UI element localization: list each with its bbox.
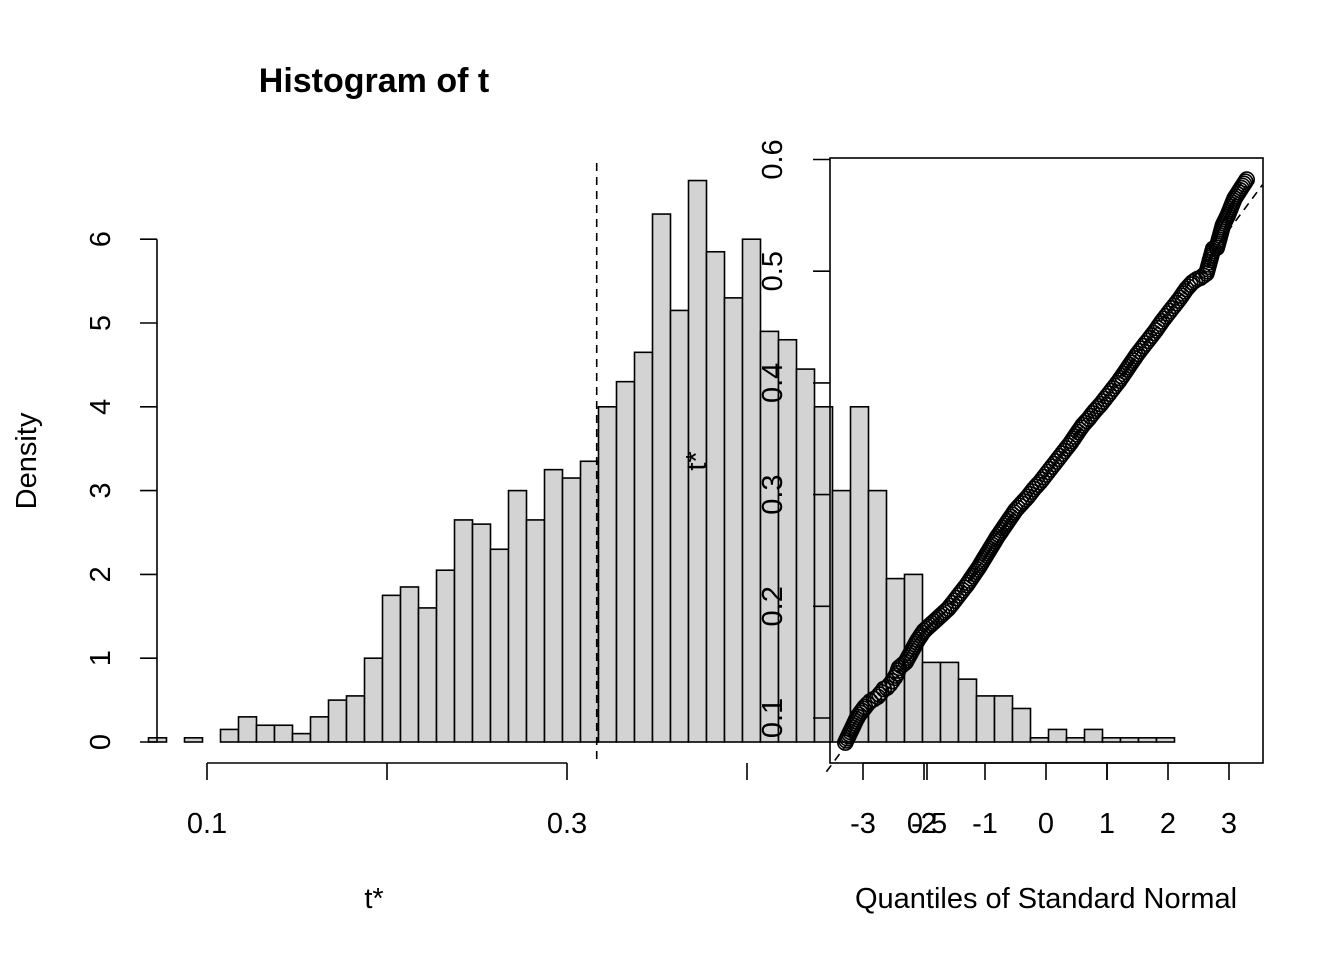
- histogram-bar: [309, 716, 330, 743]
- qq-y-tick-label: 0.4: [757, 363, 789, 403]
- histogram-bar: [327, 699, 348, 743]
- histogram-bar: [957, 678, 978, 743]
- histogram-bar: [705, 250, 726, 743]
- histogram-bar: [561, 477, 582, 743]
- histogram-bar: [1029, 737, 1050, 743]
- histogram-bar: [993, 695, 1014, 743]
- qq-x-tick-label: 2: [1160, 808, 1176, 840]
- histogram-bar: [1119, 737, 1140, 743]
- qq-y-axis-label: t*: [681, 451, 713, 470]
- histogram-y-tick-label: 4: [85, 399, 117, 415]
- histogram-bar: [615, 380, 636, 743]
- histogram-bar: [237, 716, 258, 743]
- qq-y-tick-label: 0.6: [757, 139, 789, 179]
- histogram-bar: [975, 695, 996, 743]
- qq-point: [1237, 173, 1254, 191]
- qq-y-tick-label: 0.1: [757, 698, 789, 738]
- qq-x-tick-label: -1: [972, 808, 998, 840]
- histogram-bar: [1065, 737, 1086, 743]
- histogram-bar: [543, 468, 564, 743]
- histogram-bar: [723, 297, 744, 743]
- histogram-y-tick-label: 0: [85, 734, 117, 750]
- histogram-bar: [417, 607, 438, 743]
- histogram-bar: [1011, 707, 1032, 743]
- histogram-bar: [273, 724, 294, 743]
- histogram-bar: [525, 519, 546, 743]
- histogram-bar: [1101, 737, 1122, 743]
- histogram-bar: [633, 351, 654, 743]
- histogram-bar: [669, 309, 690, 743]
- histogram-y-tick-label: 3: [85, 483, 117, 499]
- histogram-bar: [1083, 728, 1104, 743]
- histogram-bar: [471, 523, 492, 743]
- histogram-y-axis: 0 1 2 3 4 5 6: [85, 231, 158, 750]
- histogram-y-tick-label: 5: [85, 315, 117, 331]
- qq-point: [1235, 175, 1253, 193]
- histogram-y-tick-label: 1: [85, 650, 117, 666]
- qq-y-axis: 0.1 0.2 0.3 0.4 0.5 0.6: [757, 139, 830, 738]
- histogram-bar: [1137, 737, 1158, 743]
- qq-y-tick-label: 0.3: [757, 474, 789, 514]
- histogram-bar: [399, 586, 420, 743]
- histogram-bar: [795, 368, 816, 743]
- histogram-bar: [831, 489, 852, 743]
- qq-points: [837, 171, 1255, 751]
- histogram-bar: [183, 737, 204, 743]
- histogram-bar: [1047, 728, 1068, 743]
- histogram-bars: [147, 179, 1176, 743]
- qq-x-axis: -3 -2 -1 0 1 2 3: [850, 762, 1237, 840]
- histogram-bar: [921, 661, 942, 743]
- histogram-bar: [345, 695, 366, 743]
- histogram-y-tick-label: 6: [85, 231, 117, 247]
- histogram-x-tick-label: 0.1: [187, 808, 227, 840]
- histogram-bar: [255, 724, 276, 743]
- qq-x-tick-label: 1: [1099, 808, 1115, 840]
- histogram-y-tick-label: 2: [85, 566, 117, 582]
- histogram-bar: [597, 405, 618, 743]
- histogram-y-axis-label: Density: [11, 412, 43, 509]
- histogram-bar: [939, 661, 960, 743]
- histogram-bar: [507, 489, 528, 743]
- histogram-bar: [579, 460, 600, 743]
- histogram-x-tick-label: 0.3: [547, 808, 587, 840]
- qq-plot-panel: Quantiles of Standard Normal t* -3 -2 -1 0 1…: [681, 139, 1264, 915]
- qq-x-tick-label: -3: [850, 808, 876, 840]
- qq-x-tick-label: -2: [911, 808, 937, 840]
- histogram-bar: [651, 213, 672, 743]
- histogram-bar: [219, 728, 240, 743]
- histogram-title: Histogram of t: [259, 62, 489, 100]
- histogram-bar: [291, 732, 312, 743]
- histogram-x-axis-label: t*: [364, 883, 383, 915]
- qq-x-axis-label: Quantiles of Standard Normal: [855, 883, 1237, 915]
- histogram-panel: Histogram of t t* Density 0.1 0.3 0.5 0 1 2 3…: [11, 62, 1176, 915]
- qq-x-tick-label: 3: [1221, 808, 1237, 840]
- histogram-bar: [453, 519, 474, 743]
- histogram-bar: [849, 405, 870, 743]
- histogram-bar: [363, 657, 384, 743]
- histogram-bar: [1155, 737, 1176, 743]
- qq-y-tick-label: 0.2: [757, 586, 789, 626]
- qq-y-tick-label: 0.5: [757, 251, 789, 291]
- histogram-bar: [381, 594, 402, 743]
- histogram-bar: [489, 548, 510, 743]
- qq-point: [1238, 171, 1255, 188]
- histogram-x-axis: 0.1 0.3 0.5: [187, 762, 1108, 840]
- histogram-x-tick-label: 0.5: [907, 808, 947, 840]
- histogram-bar: [435, 569, 456, 743]
- qq-x-tick-label: 0: [1038, 808, 1054, 840]
